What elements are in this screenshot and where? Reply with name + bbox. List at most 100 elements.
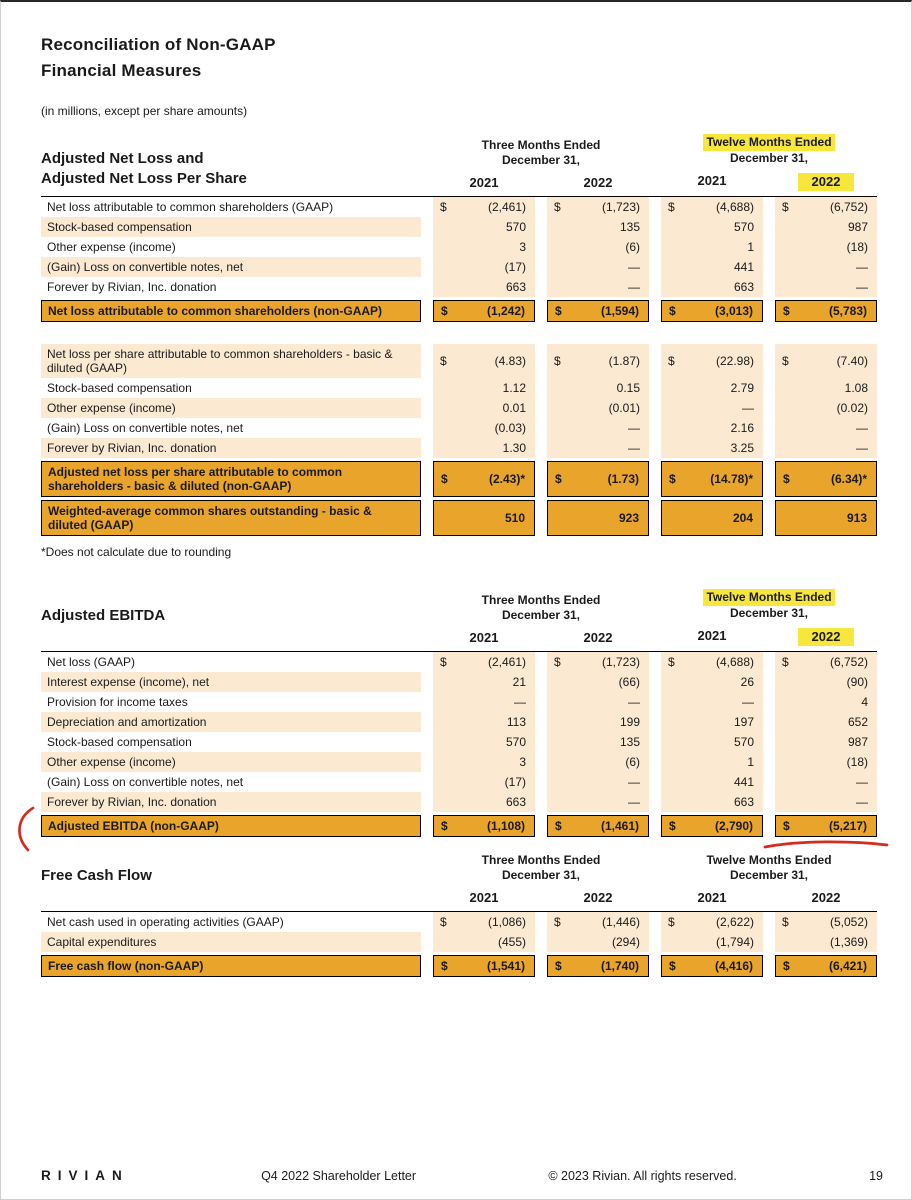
value-number: — [628,260,640,274]
value-cell: (6) [547,752,649,772]
table-row: Interest expense (income), net 21 (66) 26 (9… [41,672,877,692]
value-cell: $ (1,723) [547,652,649,672]
value-number: — [856,441,868,455]
value-number: 0.15 [616,381,640,395]
value-number: (1.87) [608,354,640,368]
value-number: (14.78)* [710,472,753,486]
value-cell: — [433,692,535,712]
value-cell: 1.12 [433,378,535,398]
value-number: — [514,695,526,709]
table-title: Free Cash Flow [41,866,421,906]
value-cell: $ (2,461) [433,652,535,672]
value-cell: $ (1,461) [547,815,649,837]
row-label: Forever by Rivian, Inc. donation [41,792,421,812]
row-label: Net loss attributable to common sharehol… [47,200,334,214]
page-title-line1: Reconciliation of Non-GAAP [41,35,276,54]
dollar-sign: $ [441,304,448,318]
value-number: (1,794) [715,935,754,949]
dollar-sign: $ [783,304,790,318]
value-cell: 3 [433,237,535,257]
dollar-sign: $ [782,655,789,669]
row-label: Capital expenditures [41,932,421,952]
period-label-line2: December 31, [729,868,809,882]
value-number: (2.43)* [488,472,525,486]
year-header: 2021 [433,630,535,646]
year-text: 2022 [583,890,613,905]
value-number: (1,461) [600,819,639,833]
value-cell: (17) [433,772,535,792]
value-cell: $ (1.87) [547,344,649,378]
value-number: (1,446) [601,915,640,929]
dollar-sign: $ [441,959,448,973]
table-row: Forever by Rivian, Inc. donation 1.30 — 3.2… [41,438,877,458]
period-group-header: Twelve Months Ended December 31, 2021 2022 [661,134,877,191]
yellow-highlight-mark: Twelve Months Ended [703,589,835,606]
rivian-logo: RIVIAN [41,1168,129,1183]
table-title-line: Adjusted Net Loss and [41,150,204,167]
value-cell: 663 [433,792,535,812]
table-row: Net loss attributable to common sharehol… [41,197,877,217]
value-number: 570 [733,220,754,234]
period-group-header: Twelve Months Ended December 31, 2021 2022 [661,853,877,906]
row-label: Other expense (income) [41,752,421,772]
row-label: Interest expense (income), net [41,672,421,692]
value-cell: 199 [547,712,649,732]
value-cell: 1.08 [775,378,877,398]
dollar-sign: $ [668,354,675,368]
value-number: 2.79 [730,381,754,395]
dollar-sign: $ [669,959,676,973]
dollar-sign: $ [782,354,789,368]
value-number: — [856,775,868,789]
dollar-sign: $ [554,915,561,929]
dollar-sign: $ [669,472,676,486]
value-number: (1,740) [600,959,639,973]
value-number: (2,461) [487,200,526,214]
row-label: Net loss (GAAP) [47,655,136,669]
value-cell: (17) [433,257,535,277]
value-cell: $ (2,622) [661,912,763,932]
value-number: (1,369) [829,935,868,949]
table-header: Adjusted EBITDA Three Months Ended Decembe… [41,589,877,652]
value-number: (6,421) [828,959,867,973]
value-cell: $ (5,052) [775,912,877,932]
table-row: Other expense (income) 3 (6) 1 (18) [41,752,877,772]
units-note: (in millions, except per share amounts) [41,104,248,118]
period-label-line1: Three Months Ended [433,853,649,868]
value-number: (294) [611,935,640,949]
value-number: (5,052) [829,915,868,929]
period-label-line1: Twelve Months Ended [661,134,877,151]
value-number: 3 [519,755,526,769]
value-number: — [742,401,754,415]
value-number: 663 [733,280,754,294]
value-cell: 570 [433,217,535,237]
year-header: 2021 [661,173,763,191]
period-text: Twelve Months Ended [706,853,832,867]
value-number: (2,622) [715,915,754,929]
row-label: Stock-based compensation [41,217,421,237]
value-cell: (1,794) [661,932,763,952]
value-cell: — [661,692,763,712]
value-cell: — [775,772,877,792]
total-row: Adjusted net loss per share attributable… [41,461,877,497]
value-cell: — [547,257,649,277]
section-gap [41,322,877,344]
value-cell: $ (6,752) [775,652,877,672]
value-cell: — [775,438,877,458]
table-row: Net loss (GAAP) $ (2,461) $ (1,723) $ (4,688) $… [41,652,877,672]
value-number: (5,783) [828,304,867,318]
row-label: Forever by Rivian, Inc. donation [41,438,421,458]
value-cell: $ (1,541) [433,955,535,977]
table-row: Stock-based compensation 1.12 0.15 2.79 1.08 [41,378,877,398]
value-number: (2,461) [487,655,526,669]
value-number: 923 [618,511,639,525]
value-number: (4,688) [715,655,754,669]
value-number: (1,723) [601,200,640,214]
table-row: Net cash used in operating activities (G… [41,912,877,932]
value-number: 1.30 [502,441,526,455]
value-number: (90) [846,675,868,689]
value-cell: 21 [433,672,535,692]
table-title-line: Adjusted EBITDA [41,607,166,624]
year-row: 2021 2022 [433,175,649,191]
row-label: Net loss per share attributable to commo… [41,344,421,378]
